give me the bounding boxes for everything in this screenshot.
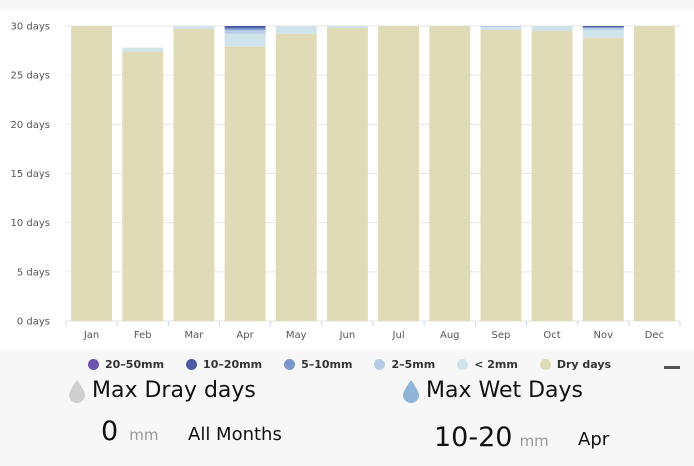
legend-label: 2–5mm xyxy=(391,357,436,371)
legend-item-dry-days[interactable]: Dry days xyxy=(539,357,612,371)
max-dry-days-panel: Max Dray days 0 mm All Months xyxy=(68,378,368,464)
bar-segment xyxy=(378,26,420,321)
legend-item-10-20mm[interactable]: 10–20mm xyxy=(186,358,262,371)
max-wet-days-title: Max Wet Days xyxy=(426,378,583,403)
bar-segment xyxy=(480,26,522,30)
x-tick-label: Apr xyxy=(236,330,254,341)
bar-segment xyxy=(275,26,317,34)
bar-segment xyxy=(173,28,215,321)
legend-swatch xyxy=(539,358,551,370)
bar-segment xyxy=(224,46,266,322)
bar-segment xyxy=(582,26,624,28)
max-wet-days-value: 10-20 mm xyxy=(434,422,549,453)
legend-swatch xyxy=(457,358,469,370)
bar-segment xyxy=(275,33,317,321)
legend-menu-icon[interactable] xyxy=(664,366,680,369)
dry-month: All Months xyxy=(188,424,282,445)
wet-month: Apr xyxy=(578,429,610,450)
bar-segment xyxy=(326,26,368,28)
x-tick-label: Mar xyxy=(184,330,204,341)
legend-label: < 2mm xyxy=(474,357,518,371)
x-tick-label: Dec xyxy=(645,330,664,341)
bar-segment xyxy=(224,29,266,34)
bar-segment xyxy=(173,26,215,29)
legend-item-2-5mm[interactable]: 2–5mm xyxy=(374,358,435,371)
x-tick-label: Oct xyxy=(543,330,560,341)
x-tick-label: Feb xyxy=(134,330,152,341)
legend-item-lt-2mm[interactable]: < 2mm xyxy=(457,358,518,371)
dry-unit: mm xyxy=(129,426,159,444)
y-tick-label: 5 days xyxy=(17,267,50,278)
bar-segment xyxy=(582,37,624,322)
max-wet-days-title-row: Max Wet Days xyxy=(402,378,682,403)
x-tick-label: Jan xyxy=(83,330,99,341)
legend-label: 10–20mm xyxy=(203,357,263,371)
y-tick-label: 30 days xyxy=(10,22,50,33)
bar-segment xyxy=(224,26,266,28)
x-tick-label: May xyxy=(286,330,307,341)
x-tick-label: Aug xyxy=(440,330,460,341)
bar-segment xyxy=(224,27,266,30)
bar-segment xyxy=(122,47,164,52)
y-tick-label: 10 days xyxy=(10,218,50,229)
precipitation-chart: 0 days 5 days 10 days 15 days 20 days 25 days… xyxy=(10,21,681,341)
y-tick-label: 20 days xyxy=(10,120,50,131)
bar-segment xyxy=(326,27,368,321)
x-tick-label: Sep xyxy=(491,330,510,341)
bar-segment xyxy=(480,29,522,322)
legend-swatch xyxy=(284,358,296,370)
bar-segment xyxy=(531,30,573,322)
bar-segment xyxy=(633,26,675,321)
legend-label: Dry days xyxy=(556,357,612,371)
max-wet-days-panel: Max Wet Days 10-20 mm Apr xyxy=(402,378,682,464)
chart-legend: 20–50mm 10–20mm 5–10mm 2–5mm < 2mm Dry d… xyxy=(88,354,688,374)
legend-swatch xyxy=(374,358,386,370)
x-tick-label: Jun xyxy=(339,330,356,341)
bar-segment xyxy=(224,33,266,47)
legend-item-20-50mm[interactable]: 20–50mm xyxy=(88,358,164,371)
bar-segment xyxy=(429,26,471,321)
bar-segment xyxy=(531,26,573,31)
bar-segment xyxy=(480,26,522,27)
max-dry-days-title: Max Dray days xyxy=(92,378,256,403)
drop-blue-icon xyxy=(403,379,419,403)
bar-segment xyxy=(122,51,164,322)
wet-unit: mm xyxy=(519,432,549,450)
y-tick-label: 15 days xyxy=(10,169,50,180)
bar-segment xyxy=(71,26,113,321)
x-tick-label: Jul xyxy=(392,330,405,341)
legend-label: 5–10mm xyxy=(301,357,353,371)
y-tick-label: 25 days xyxy=(10,71,50,82)
legend-swatch xyxy=(186,358,198,370)
legend-swatch xyxy=(88,358,99,370)
max-dry-days-title-row: Max Dray days xyxy=(68,378,368,403)
max-dry-days-value: 0 mm xyxy=(101,416,159,447)
legend-item-5-10mm[interactable]: 5–10mm xyxy=(284,358,352,371)
wet-value: 10-20 xyxy=(434,422,513,453)
bar-segment xyxy=(582,27,624,30)
dry-value: 0 xyxy=(101,416,119,447)
chart-canvas: 0 days 5 days 10 days 15 days 20 days 25 days… xyxy=(10,21,681,341)
x-tick-label: Nov xyxy=(593,330,613,341)
y-tick-label: 0 days xyxy=(17,317,50,328)
bar-segment xyxy=(582,26,624,27)
bar-segment xyxy=(582,29,624,38)
drop-gray-icon xyxy=(69,379,85,403)
legend-label: 20–50mm xyxy=(105,357,165,371)
